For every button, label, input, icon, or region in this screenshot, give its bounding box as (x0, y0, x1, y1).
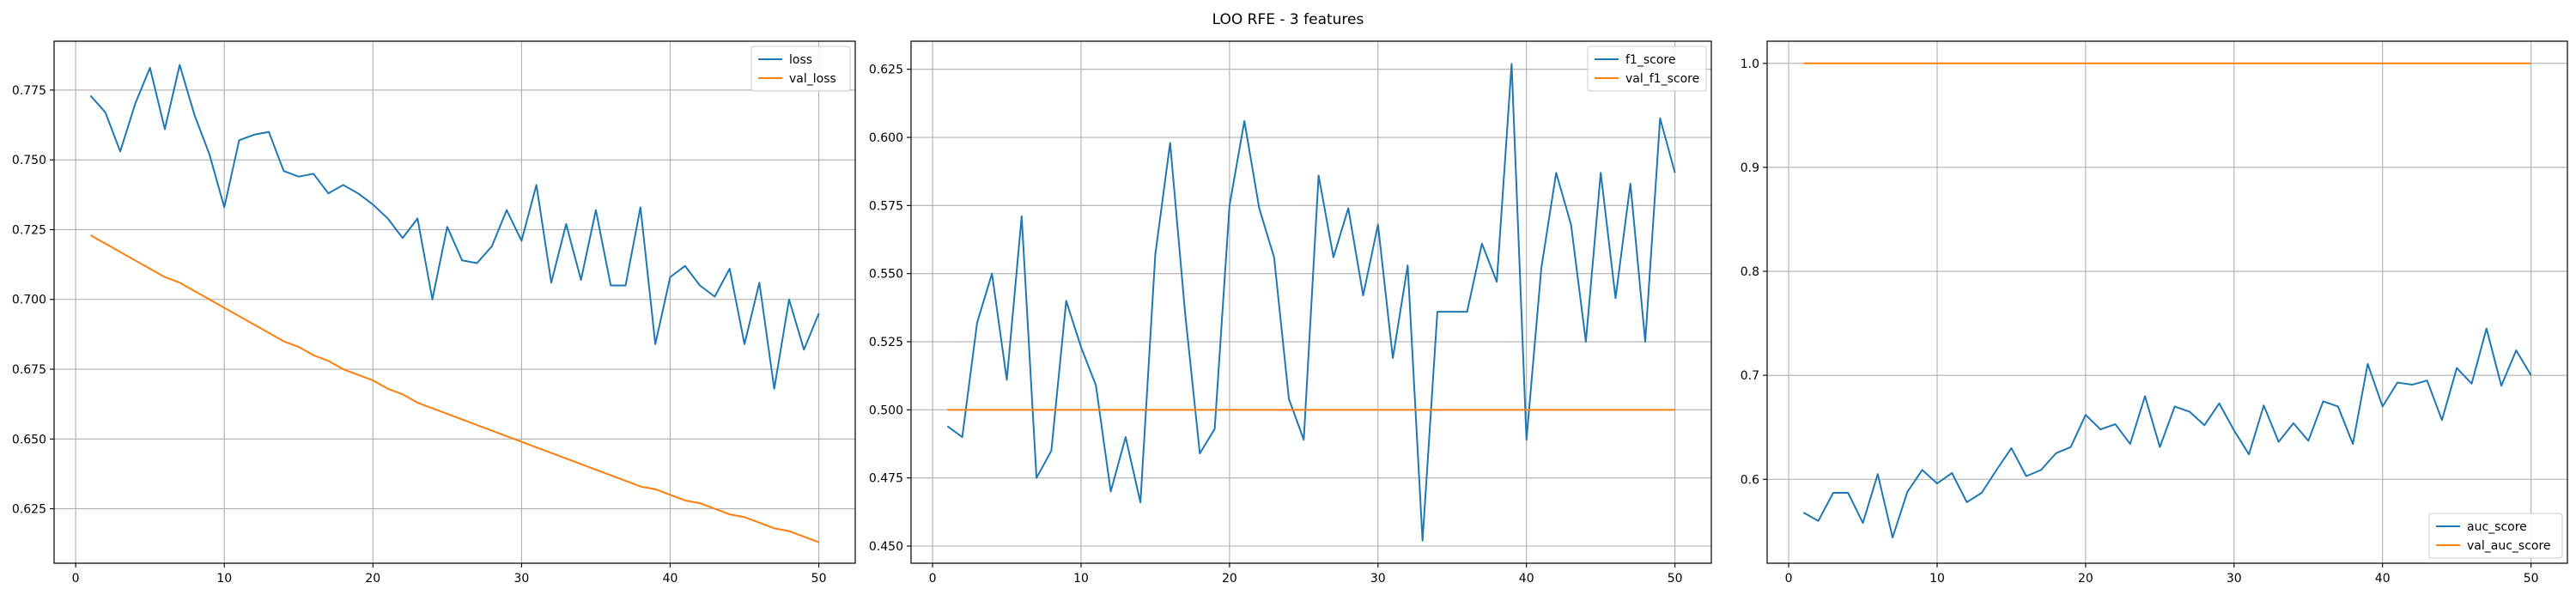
legend-label-auc_score: auc_score (2467, 520, 2527, 534)
y-tick-label: 0.7 (1741, 369, 1759, 383)
y-tick-label: 0.675 (12, 363, 46, 377)
y-tick-label: 1.0 (1741, 58, 1759, 71)
axes-frame (910, 40, 1712, 564)
x-tick-label: 30 (1370, 572, 1386, 586)
figure-title: LOO RFE - 3 features (1212, 11, 1364, 28)
legend: loss val_loss (750, 46, 851, 92)
subplot-3: 0 10 20 30 40 50 0.6 0.7 0.8 0.9 1.0 auc_score val_a… (1741, 40, 2568, 586)
x-tick-label: 0 (1785, 572, 1793, 586)
series-line-val_loss (89, 234, 819, 543)
x-tick-label: 0 (929, 572, 937, 586)
y-tick-label: 0.600 (869, 131, 903, 145)
x-tick-label: 50 (811, 572, 827, 586)
legend: auc_score val_auc_score (2428, 513, 2563, 559)
x-tick-label: 20 (365, 572, 380, 586)
y-tick-label: 0.8 (1741, 265, 1759, 279)
series-line-auc_score (1802, 327, 2532, 539)
x-tick-label: 20 (1222, 572, 1237, 586)
legend-box (1587, 46, 1707, 92)
y-tick-label: 0.9 (1741, 161, 1759, 175)
legend-label-val_loss: val_loss (789, 72, 836, 86)
legend-label-val_f1_score: val_f1_score (1625, 72, 1699, 86)
legend-label-val_auc_score: val_auc_score (2467, 539, 2551, 553)
legend: f1_score val_f1_score (1587, 46, 1707, 92)
y-tick-label: 0.750 (12, 154, 46, 167)
series-line-loss (89, 64, 820, 390)
x-tick-label: 10 (1073, 572, 1089, 586)
subplot-2: 0 10 20 30 40 50 0.450 0.475 0.500 0.525 0.550 0.57… (869, 40, 1712, 586)
x-tick-label: 30 (2227, 572, 2242, 586)
legend-label-f1_score: f1_score (1625, 53, 1675, 67)
x-tick-label: 40 (663, 572, 678, 586)
y-tick-label: 0.475 (869, 472, 903, 486)
x-tick-label: 40 (1519, 572, 1534, 586)
legend-box (750, 46, 851, 92)
x-tick-label: 40 (2375, 572, 2391, 586)
y-tick-label: 0.575 (869, 199, 903, 213)
legend-label-loss: loss (789, 53, 812, 67)
x-tick-label: 0 (72, 572, 80, 586)
x-tick-label: 10 (216, 572, 232, 586)
series-line-f1_score (946, 63, 1676, 542)
x-tick-label: 50 (2524, 572, 2539, 586)
y-tick-label: 0.775 (12, 84, 46, 98)
x-tick-label: 20 (2078, 572, 2093, 586)
y-tick-label: 0.625 (12, 503, 46, 517)
y-tick-label: 0.450 (869, 540, 903, 554)
y-tick-label: 0.550 (869, 268, 903, 282)
legend-box (2428, 513, 2563, 559)
y-tick-label: 0.6 (1741, 473, 1759, 487)
axes-frame (53, 40, 856, 564)
x-tick-label: 10 (1929, 572, 1945, 586)
y-tick-label: 0.725 (12, 223, 46, 237)
y-tick-label: 0.625 (869, 64, 903, 77)
y-tick-label: 0.500 (869, 404, 903, 417)
subplot-1: 0 10 20 30 40 50 0.625 0.650 0.675 0.700 0.725 0.75… (12, 40, 856, 586)
y-tick-label: 0.650 (12, 433, 46, 446)
x-tick-label: 30 (513, 572, 529, 586)
x-tick-label: 50 (1668, 572, 1683, 586)
y-tick-label: 0.700 (12, 294, 46, 307)
axes-frame (1766, 40, 2568, 564)
y-tick-label: 0.525 (869, 336, 903, 349)
subplots: 0 10 20 30 40 500.6250.6500.6750.7000.7250.75… (12, 40, 2568, 586)
